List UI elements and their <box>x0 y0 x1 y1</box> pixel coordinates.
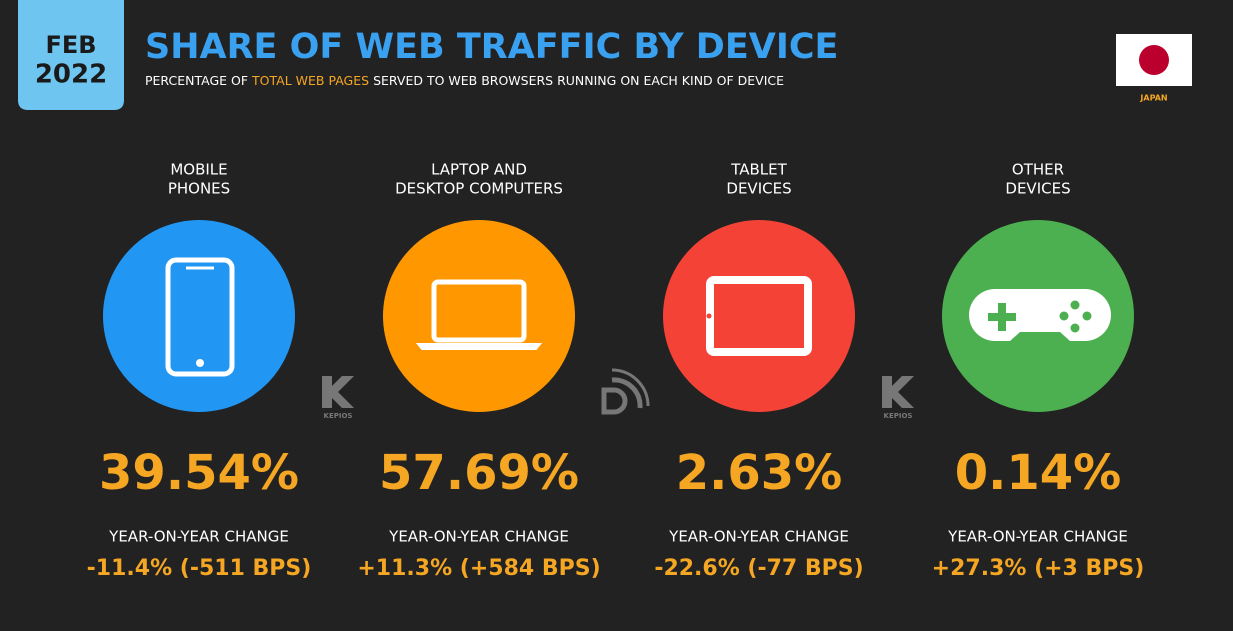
device-share: 0.14% <box>955 445 1122 501</box>
device-share: 39.54% <box>99 445 299 501</box>
change-value: +11.3% (+584 BPS) <box>357 556 600 581</box>
kepios-logo: KEPIOS <box>882 376 914 420</box>
change-label: YEAR-ON-YEAR CHANGE <box>108 528 289 546</box>
device-share: 2.63% <box>676 445 843 501</box>
device-label: DEVICES <box>1005 180 1070 198</box>
subtitle-highlight: TOTAL WEB PAGES <box>251 73 369 88</box>
device-label: OTHER <box>1012 161 1064 179</box>
flag-disc <box>1139 45 1169 75</box>
subtitle-part: SERVED TO WEB BROWSERS RUNNING ON EACH K… <box>373 73 784 88</box>
device-label: TABLET <box>730 161 787 179</box>
date-month: FEB <box>45 31 96 59</box>
icon-laptop <box>415 279 543 350</box>
country: JAPAN <box>1139 94 1167 103</box>
subtitle: PERCENTAGE OF TOTAL WEB PAGES SERVED TO … <box>145 73 784 88</box>
change-label: YEAR-ON-YEAR CHANGE <box>947 528 1128 546</box>
change-value: -11.4% (-511 BPS) <box>87 556 312 581</box>
device-circle <box>383 220 575 412</box>
kepios-logo: KEPIOS <box>322 376 354 420</box>
device-label: LAPTOP AND <box>431 161 527 179</box>
change-label: YEAR-ON-YEAR CHANGE <box>388 528 569 546</box>
icon-gamepad <box>969 289 1111 341</box>
change-value: -22.6% (-77 BPS) <box>654 556 863 581</box>
date-box <box>18 0 124 110</box>
device-label: DESKTOP COMPUTERS <box>395 180 563 198</box>
device-circle <box>103 220 295 412</box>
change-label: YEAR-ON-YEAR CHANGE <box>668 528 849 546</box>
device-share: 57.69% <box>379 445 579 501</box>
title: SHARE OF WEB TRAFFIC BY DEVICE <box>145 27 838 67</box>
subtitle-part: PERCENTAGE OF <box>145 73 248 88</box>
icon-tablet <box>706 276 812 356</box>
date-year: 2022 <box>35 60 107 90</box>
icon-phone <box>165 257 235 377</box>
device-label: PHONES <box>168 180 230 198</box>
device-label: DEVICES <box>726 180 791 198</box>
device-label: MOBILE <box>170 161 227 179</box>
watermark: KEPIOS <box>324 412 353 420</box>
partner-logo <box>601 368 650 415</box>
change-value: +27.3% (+3 BPS) <box>932 556 1145 581</box>
watermark: KEPIOS <box>884 412 913 420</box>
